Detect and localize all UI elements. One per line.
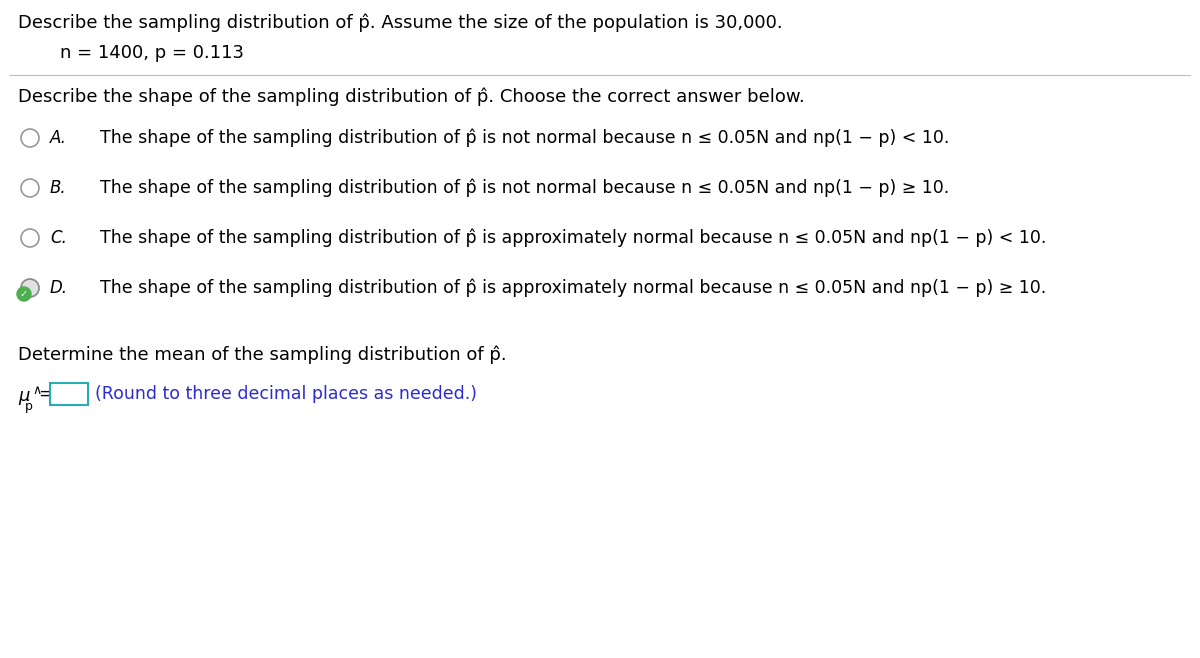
- Text: n = 1400, p = 0.113: n = 1400, p = 0.113: [60, 44, 244, 62]
- Text: D.: D.: [50, 279, 68, 297]
- Text: The shape of the sampling distribution of p̂ is not normal because n ≤ 0.05N and: The shape of the sampling distribution o…: [100, 179, 949, 197]
- Text: The shape of the sampling distribution of p̂ is approximately normal because n ≤: The shape of the sampling distribution o…: [100, 229, 1046, 247]
- Circle shape: [22, 229, 38, 247]
- Text: (Round to three decimal places as needed.): (Round to three decimal places as needed…: [95, 385, 478, 403]
- Text: Describe the shape of the sampling distribution of p̂. Choose the correct answer: Describe the shape of the sampling distr…: [18, 88, 805, 107]
- Text: The shape of the sampling distribution of p̂ is approximately normal because n ≤: The shape of the sampling distribution o…: [100, 279, 1046, 297]
- Text: ✓: ✓: [20, 289, 28, 299]
- Text: $\mu^\wedge$: $\mu^\wedge$: [18, 385, 42, 408]
- Text: Describe the sampling distribution of p̂. Assume the size of the population is 3: Describe the sampling distribution of p̂…: [18, 14, 782, 32]
- Circle shape: [17, 287, 31, 301]
- FancyBboxPatch shape: [50, 383, 88, 405]
- Text: B.: B.: [50, 179, 67, 197]
- Circle shape: [22, 179, 38, 197]
- Text: p: p: [25, 400, 32, 413]
- Circle shape: [22, 279, 38, 297]
- Text: C.: C.: [50, 229, 67, 247]
- Text: =: =: [38, 385, 53, 403]
- Text: The shape of the sampling distribution of p̂ is not normal because n ≤ 0.05N and: The shape of the sampling distribution o…: [100, 129, 949, 147]
- Text: A.: A.: [50, 129, 67, 147]
- Circle shape: [22, 129, 38, 147]
- Text: Determine the mean of the sampling distribution of p̂.: Determine the mean of the sampling distr…: [18, 345, 506, 363]
